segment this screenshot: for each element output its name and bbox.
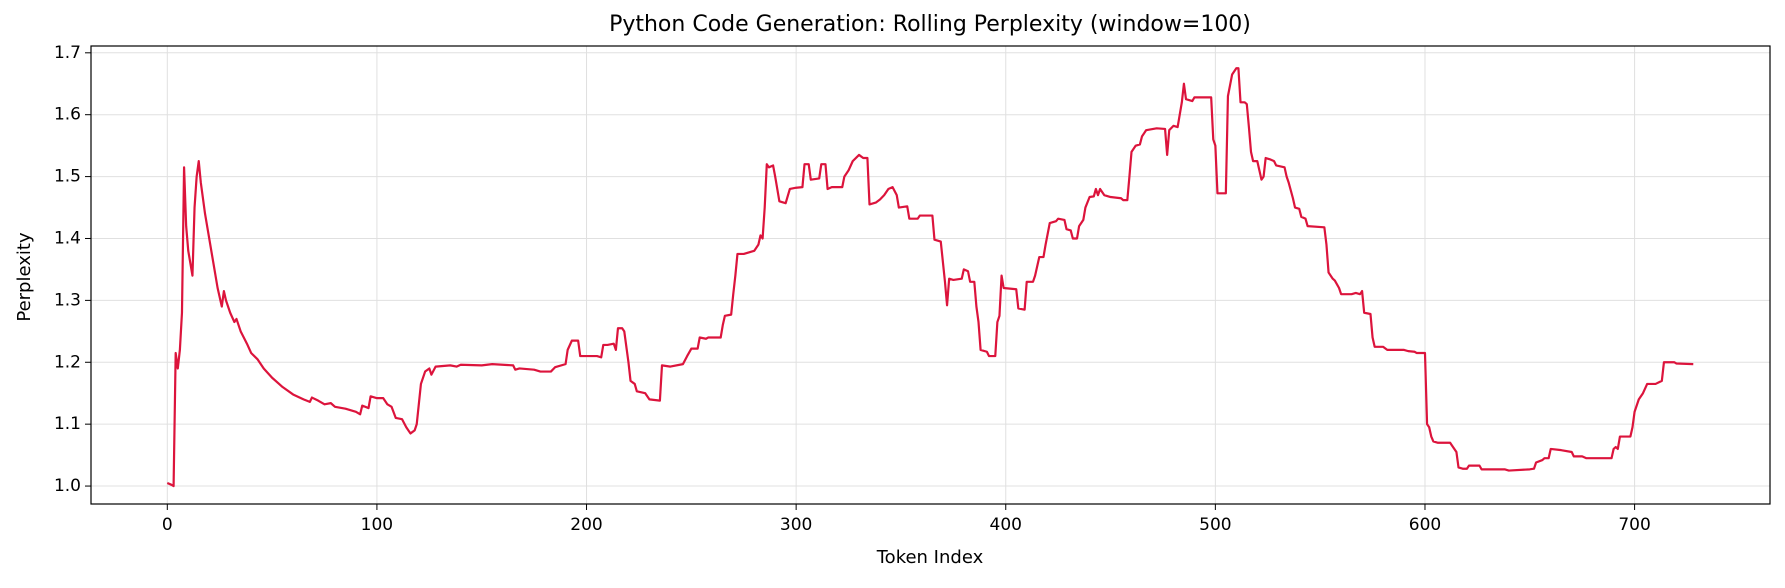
- chart-title: Python Code Generation: Rolling Perplexi…: [609, 12, 1251, 37]
- y-axis-label: Perplexity: [14, 232, 35, 322]
- y-tick-label: 1.2: [54, 352, 81, 372]
- x-tick-label: 600: [1409, 515, 1441, 535]
- x-axis-label: Token Index: [876, 547, 984, 568]
- y-tick-label: 1.4: [54, 228, 81, 248]
- plot-frame: [90, 45, 1771, 505]
- x-tick-label: 500: [1199, 515, 1231, 535]
- x-tick-label: 200: [570, 515, 602, 535]
- y-tick-label: 1.6: [54, 105, 81, 125]
- y-tick-label: 1.3: [54, 290, 81, 310]
- y-tick-label: 1.0: [54, 476, 81, 496]
- x-tick-label: 700: [1618, 515, 1650, 535]
- x-tick-label: 300: [780, 515, 812, 535]
- x-tick-label: 0: [162, 515, 173, 535]
- x-tick-label: 100: [361, 515, 393, 535]
- data-line: [166, 67, 1694, 488]
- y-tick-label: 1.5: [54, 167, 81, 187]
- y-tick-label: 1.1: [54, 414, 81, 434]
- x-tick-label: 400: [990, 515, 1022, 535]
- y-tick-label: 1.7: [54, 43, 81, 63]
